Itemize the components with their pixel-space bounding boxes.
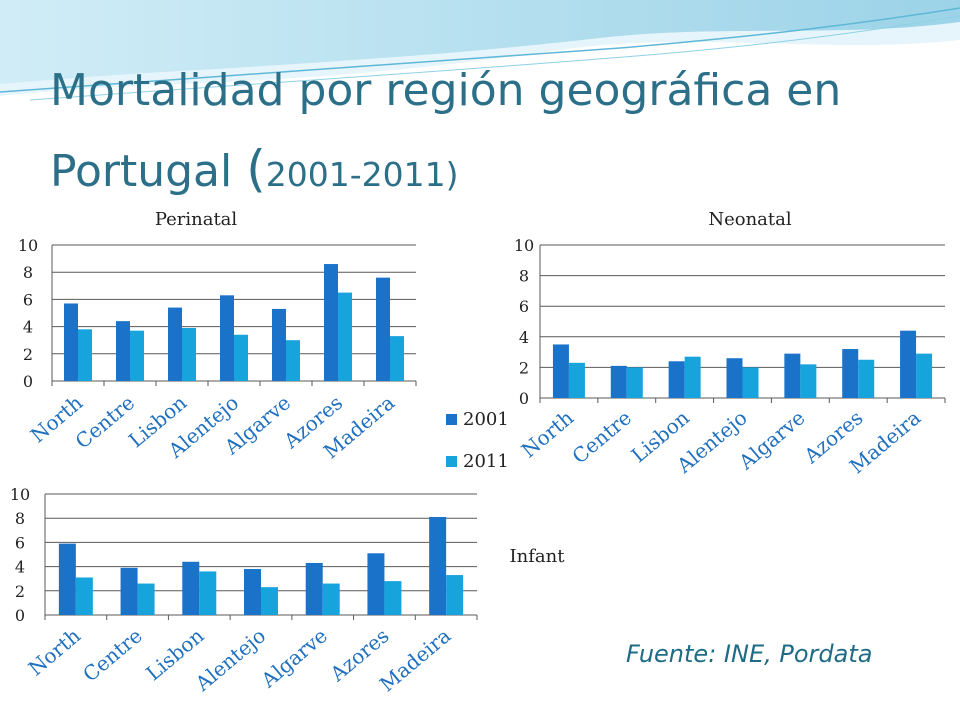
bar-2011-madeira bbox=[390, 336, 404, 381]
legend-label-2001: 2001 bbox=[463, 409, 509, 430]
y-tick-label: 6 bbox=[15, 533, 25, 552]
bar-2001-azores bbox=[367, 553, 385, 615]
legend-label-2011: 2011 bbox=[463, 451, 509, 472]
decorative-waves bbox=[0, 0, 960, 101]
y-tick-label: 8 bbox=[15, 509, 25, 528]
bar-2011-lisbon bbox=[684, 356, 701, 398]
bar-2011-azores bbox=[384, 581, 402, 615]
x-category-label: North bbox=[517, 405, 578, 462]
bar-2001-algarve bbox=[305, 562, 323, 615]
bar-2001-madeira bbox=[376, 277, 390, 381]
bar-2011-azores bbox=[338, 292, 352, 381]
y-tick-label: 2 bbox=[519, 358, 529, 377]
bar-2001-algarve bbox=[784, 353, 801, 398]
chart-infant: Infant0246810NorthCentreLisbonAlentejoAl… bbox=[10, 485, 565, 696]
bar-2001-lisbon bbox=[668, 361, 685, 398]
chart-title: Infant bbox=[510, 546, 566, 567]
bar-2011-centre bbox=[130, 330, 144, 381]
chart-neonatal: Neonatal0246810NorthCentreLisbonAlentejo… bbox=[514, 209, 946, 478]
y-tick-label: 2 bbox=[23, 345, 33, 364]
title-paren-open: ( bbox=[246, 140, 266, 198]
bar-2001-alentejo bbox=[220, 295, 234, 381]
bar-2011-north bbox=[78, 329, 92, 381]
bar-2001-centre bbox=[610, 365, 627, 398]
bar-2011-algarve bbox=[286, 340, 300, 381]
slide-title: Mortalidad por región geográfica en Port… bbox=[50, 52, 930, 214]
bar-2001-lisbon bbox=[182, 561, 200, 615]
bar-2001-centre bbox=[116, 321, 130, 381]
legend-swatch-2001 bbox=[446, 414, 457, 425]
bar-2011-lisbon bbox=[199, 571, 217, 615]
bar-2001-north bbox=[58, 543, 76, 615]
y-tick-label: 0 bbox=[23, 372, 33, 391]
bar-2011-lisbon bbox=[182, 327, 196, 381]
x-category-label: Centre bbox=[78, 623, 147, 686]
x-category-label: Centre bbox=[71, 390, 140, 453]
bar-2011-centre bbox=[626, 367, 643, 398]
y-tick-label: 4 bbox=[519, 328, 529, 347]
title-main: Mortalidad por región geográfica en Port… bbox=[50, 65, 842, 197]
y-tick-label: 4 bbox=[23, 318, 33, 337]
y-tick-label: 6 bbox=[23, 290, 33, 309]
y-tick-label: 6 bbox=[519, 297, 529, 316]
chart-perinatal: Perinatal0246810NorthCentreLisbonAlentej… bbox=[18, 209, 417, 463]
y-tick-label: 0 bbox=[15, 606, 25, 625]
bar-2001-north bbox=[552, 344, 569, 398]
y-tick-label: 8 bbox=[519, 267, 529, 286]
bar-2011-north bbox=[75, 577, 93, 615]
chart-title: Perinatal bbox=[155, 209, 238, 230]
bar-2011-madeira bbox=[916, 353, 933, 398]
bar-2001-azores bbox=[324, 264, 338, 381]
bar-2011-algarve bbox=[800, 364, 817, 398]
bar-2001-azores bbox=[842, 349, 859, 398]
x-category-label: Centre bbox=[567, 405, 636, 468]
y-tick-label: 10 bbox=[514, 236, 534, 255]
y-tick-label: 2 bbox=[15, 582, 25, 601]
title-years: 2001-2011 bbox=[265, 155, 446, 194]
y-tick-label: 4 bbox=[15, 558, 25, 577]
bar-2001-alentejo bbox=[726, 358, 743, 398]
x-category-label: North bbox=[24, 623, 85, 680]
bar-2001-north bbox=[64, 303, 78, 381]
y-tick-label: 0 bbox=[519, 389, 529, 408]
y-tick-label: 10 bbox=[18, 236, 38, 255]
bar-2011-alentejo bbox=[742, 367, 759, 398]
legend: 2001 2011 bbox=[446, 409, 509, 472]
y-tick-label: 8 bbox=[23, 263, 33, 282]
legend-swatch-2011 bbox=[446, 456, 457, 467]
chart-title: Neonatal bbox=[708, 209, 792, 230]
title-paren-close: ) bbox=[445, 155, 459, 194]
bar-2001-alentejo bbox=[244, 569, 261, 615]
bar-2001-centre bbox=[120, 567, 138, 615]
bar-2001-lisbon bbox=[168, 307, 182, 381]
bar-2011-azores bbox=[858, 359, 875, 398]
x-category-label: Algarve bbox=[256, 623, 332, 692]
y-tick-label: 10 bbox=[10, 485, 30, 504]
bar-2011-madeira bbox=[446, 575, 464, 615]
bar-2011-alentejo bbox=[234, 334, 248, 381]
bar-2001-algarve bbox=[272, 308, 286, 381]
source-note: Fuente: INE, Pordata bbox=[626, 640, 873, 668]
bar-2011-alentejo bbox=[261, 587, 278, 615]
bar-2011-algarve bbox=[322, 583, 340, 615]
bar-2011-north bbox=[568, 362, 585, 398]
bar-2011-centre bbox=[137, 583, 155, 615]
bar-2001-madeira bbox=[900, 330, 917, 398]
bar-2001-madeira bbox=[429, 516, 447, 615]
